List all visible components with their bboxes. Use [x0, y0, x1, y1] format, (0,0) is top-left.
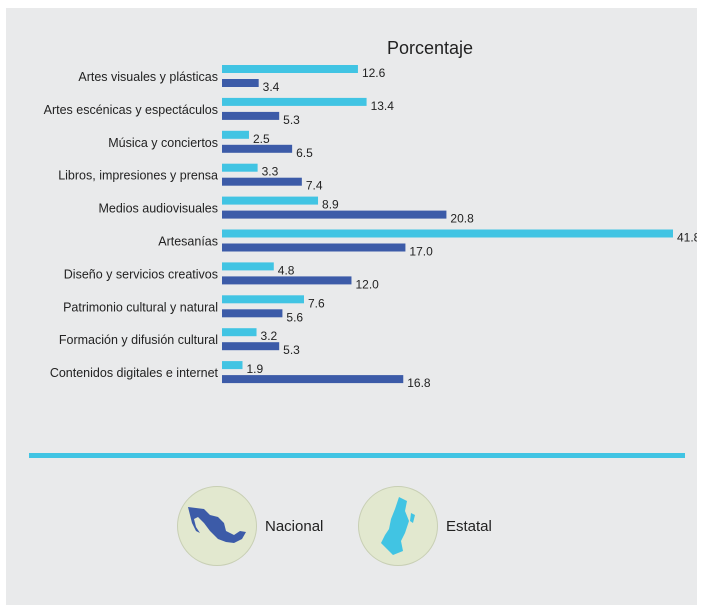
data-label-nacional-2: 6.5: [296, 146, 313, 160]
data-label-estatal-9: 1.9: [247, 362, 264, 376]
bar-estatal-3: [222, 163, 258, 172]
category-label-0: Artes visuales y plásticas: [78, 70, 218, 84]
data-label-estatal-6: 4.8: [278, 263, 295, 277]
bar-chart: Porcentaje 12.6 3.4 Artes visuales y plást…: [44, 38, 697, 390]
bar-nacional-0: [222, 79, 259, 87]
legend-item-nacional: Nacional: [177, 486, 323, 566]
category-label-3: Libros, impresiones y prensa: [58, 169, 218, 183]
category-label-1: Artes escénicas y espectáculos: [44, 103, 218, 117]
category-label-7: Patrimonio cultural y natural: [63, 300, 218, 314]
bar-estatal-8: [222, 328, 257, 337]
category-label-9: Contenidos digitales e internet: [50, 366, 219, 380]
bar-nacional-7: [222, 309, 283, 318]
bars-group: 12.6 3.4 Artes visuales y plásticas 13.4 5.3…: [44, 65, 697, 390]
data-label-estatal-1: 13.4: [371, 99, 395, 113]
data-label-estatal-7: 7.6: [308, 296, 325, 310]
bar-nacional-5: [222, 243, 406, 252]
bar-estatal-4: [222, 196, 319, 205]
category-label-5: Artesanías: [158, 235, 218, 249]
data-label-nacional-4: 20.8: [450, 212, 474, 226]
category-label-6: Diseño y servicios creativos: [64, 267, 218, 281]
bar-nacional-8: [222, 342, 280, 351]
data-label-estatal-8: 3.2: [261, 329, 278, 343]
chart-panel: Porcentaje 12.6 3.4 Artes visuales y plást…: [6, 8, 697, 605]
legend-label-estatal: Estatal: [446, 517, 492, 535]
data-label-nacional-1: 5.3: [283, 113, 300, 127]
bar-estatal-7: [222, 295, 304, 304]
data-label-estatal-4: 8.9: [322, 198, 339, 212]
bar-nacional-4: [222, 210, 447, 219]
bar-estatal-9: [222, 361, 243, 370]
bar-estatal-6: [222, 262, 274, 271]
bar-estatal-2: [222, 130, 249, 139]
mexico-map-icon: [177, 486, 257, 566]
category-label-8: Formación y difusión cultural: [59, 333, 218, 347]
bar-nacional-1: [222, 111, 280, 120]
data-label-nacional-9: 16.8: [407, 376, 431, 390]
data-label-nacional-3: 7.4: [306, 179, 323, 193]
data-label-estatal-2: 2.5: [253, 132, 270, 146]
data-label-estatal-5: 41.8: [677, 231, 697, 245]
bar-nacional-2: [222, 144, 293, 153]
data-label-nacional-6: 12.0: [355, 277, 379, 291]
bar-nacional-6: [222, 276, 352, 285]
data-label-nacional-8: 5.3: [283, 343, 300, 357]
bar-nacional-3: [222, 177, 302, 186]
data-label-estatal-0: 12.6: [362, 66, 386, 80]
data-label-nacional-0: 3.4: [263, 80, 280, 94]
legend-label-nacional: Nacional: [265, 517, 324, 535]
state-map-icon: [358, 486, 438, 566]
data-label-nacional-5: 17.0: [409, 245, 433, 259]
category-label-4: Medios audiovisuales: [98, 202, 218, 216]
divider-line: [29, 453, 685, 458]
chart-title: Porcentaje: [387, 38, 473, 58]
category-label-2: Música y conciertos: [108, 136, 218, 150]
bar-estatal-5: [222, 229, 673, 238]
bar-estatal-1: [222, 97, 367, 106]
data-label-nacional-7: 5.6: [286, 310, 303, 324]
bar-estatal-0: [222, 65, 358, 73]
data-label-estatal-3: 3.3: [262, 165, 279, 179]
bar-nacional-9: [222, 375, 404, 384]
legend-item-estatal: Estatal: [358, 486, 492, 566]
